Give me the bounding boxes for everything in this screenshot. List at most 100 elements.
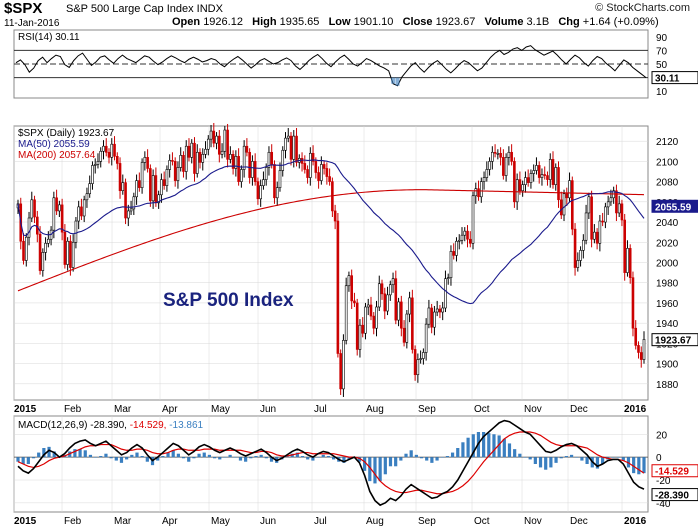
price-candle-body — [264, 167, 268, 180]
price-candle-body — [30, 199, 34, 219]
price-candle-body — [606, 201, 610, 208]
macd-histogram-bar — [254, 456, 258, 458]
macd-x-tick: Apr — [162, 516, 178, 527]
price-candle-body — [446, 277, 450, 279]
high-value: 1935.65 — [279, 16, 320, 28]
macd-histogram-bar — [394, 457, 398, 467]
macd-histogram-bar — [507, 443, 512, 458]
price-candle-body — [262, 179, 265, 186]
price-candle-body — [160, 179, 163, 196]
macd-legend-part: -14.529, — [130, 420, 169, 431]
price-candle-body — [554, 167, 558, 185]
price-candle-body — [113, 143, 116, 157]
price-candle-body — [637, 345, 640, 353]
price-candle-body — [521, 184, 524, 192]
price-candle-body — [91, 165, 94, 184]
price-y-tick: 1960 — [656, 299, 679, 310]
macd-histogram-bar — [326, 456, 331, 458]
macd-histogram-bar — [26, 457, 30, 464]
price-candle-body — [289, 135, 293, 160]
macd-x-tick: Dec — [570, 516, 588, 527]
price-candle-body — [375, 306, 378, 329]
price-candle-body — [124, 182, 127, 219]
volume-label: Volume — [484, 16, 524, 28]
price-candle-body — [482, 177, 486, 182]
price-candle-body — [488, 161, 491, 170]
price-candle-body — [33, 199, 36, 218]
price-candle-body — [322, 164, 326, 169]
price-candle-body — [543, 174, 547, 176]
quote-date: 11-Jan-2016 — [4, 18, 60, 29]
price-x-tick: Jul — [314, 404, 327, 415]
price-candle-body — [132, 196, 136, 210]
price-candle-body — [601, 220, 604, 223]
macd-histogram-bar — [409, 450, 413, 458]
price-y-tick: 2000 — [656, 258, 679, 269]
macd-histogram-bar — [637, 457, 641, 475]
index-name: S&P 500 Large Cap Index INDX — [66, 3, 223, 15]
price-candle-body — [444, 278, 447, 309]
price-candle-body — [477, 188, 480, 198]
price-x-tick: May — [211, 404, 230, 415]
price-candle-body — [518, 179, 522, 192]
macd-histogram-bar — [156, 457, 160, 461]
price-candle-body — [620, 203, 624, 221]
rsi-oversold-fill — [395, 77, 400, 86]
price-candle-body — [526, 177, 530, 183]
macd-histogram-bar — [601, 457, 605, 464]
price-candle-body — [96, 161, 100, 165]
macd-signal-last-value-box — [651, 464, 698, 478]
ma200-line — [17, 189, 645, 292]
macd-histogram-bar — [342, 457, 346, 463]
price-y-tick: 1880 — [656, 380, 679, 391]
price-candle-body — [129, 208, 133, 212]
price-candle-body — [342, 340, 345, 390]
price-candle-body — [615, 190, 618, 214]
macd-histogram-bar — [632, 457, 636, 474]
price-candle-body — [157, 194, 160, 204]
price-candle-body — [201, 154, 205, 163]
price-candle-body — [115, 156, 119, 164]
price-candle-body — [535, 165, 538, 171]
macd-histogram-bar — [383, 457, 387, 475]
price-candle-body — [198, 151, 202, 163]
macd-histogram-bar — [176, 453, 180, 458]
price-candle-body — [71, 241, 75, 268]
macd-x-tick: 2016 — [624, 516, 647, 527]
price-candle-body — [107, 151, 111, 158]
macd-histogram-bar — [497, 435, 501, 458]
price-candle-body — [595, 231, 599, 244]
macd-histogram-bar — [419, 457, 424, 459]
ohlc-summary: Open 1926.12 High 1935.65 Low 1901.10 Cl… — [172, 16, 659, 28]
price-candle-body — [355, 302, 359, 350]
price-candle-body — [452, 251, 456, 256]
macd-signal-last-value: -14.529 — [655, 467, 689, 478]
macd-histogram-bar — [357, 457, 362, 462]
macd-histogram-bar — [414, 454, 418, 458]
macd-histogram-bar — [544, 457, 548, 470]
price-candle-body — [562, 193, 566, 216]
price-candle-body — [77, 206, 80, 222]
macd-histogram-bar — [523, 457, 527, 458]
price-candle-body — [215, 135, 218, 144]
price-candle-body — [245, 145, 249, 153]
macd-histogram-bar — [471, 434, 475, 458]
price-candle-body — [510, 151, 513, 162]
macd-histogram-bar — [399, 457, 403, 461]
price-candle-body — [430, 307, 433, 328]
macd-histogram-bar — [435, 457, 439, 461]
price-y-tick: 1900 — [656, 360, 679, 371]
price-candle-body — [93, 164, 97, 166]
price-candle-body — [44, 242, 47, 253]
price-candle-body — [513, 161, 516, 203]
price-candle-body — [38, 233, 42, 271]
macd-x-tick: Aug — [366, 516, 384, 527]
macd-histogram-bar — [564, 456, 568, 458]
price-candle-body — [74, 220, 78, 243]
macd-histogram-bar — [378, 457, 382, 482]
macd-legend-part: -13.861 — [169, 420, 203, 431]
macd-histogram-bar — [440, 457, 444, 458]
price-candle-body — [140, 162, 144, 188]
price-candle-body — [248, 151, 251, 178]
